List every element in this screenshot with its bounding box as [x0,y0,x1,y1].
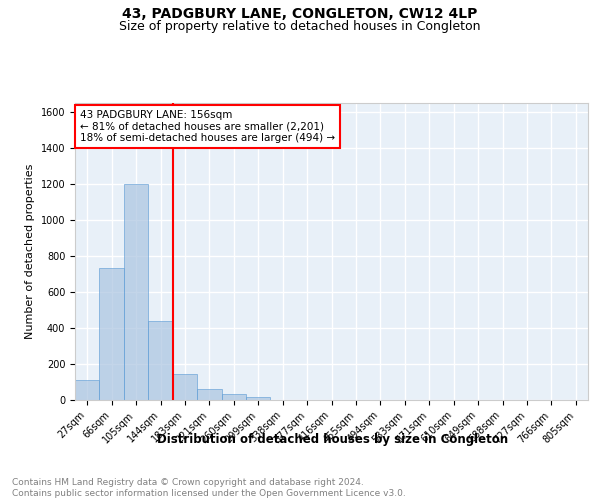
Text: 43, PADGBURY LANE, CONGLETON, CW12 4LP: 43, PADGBURY LANE, CONGLETON, CW12 4LP [122,8,478,22]
Bar [197,389,221,400]
Text: 43 PADGBURY LANE: 156sqm
← 81% of detached houses are smaller (2,201)
18% of sem: 43 PADGBURY LANE: 156sqm ← 81% of detach… [80,110,335,143]
Bar [75,380,100,400]
Bar [100,268,124,400]
Text: Size of property relative to detached houses in Congleton: Size of property relative to detached ho… [119,20,481,33]
Bar [221,394,246,400]
Bar [173,374,197,400]
Text: Distribution of detached houses by size in Congleton: Distribution of detached houses by size … [157,432,509,446]
Bar [246,397,271,400]
Y-axis label: Number of detached properties: Number of detached properties [25,164,35,339]
Bar [148,320,173,400]
Bar [124,184,148,400]
Text: Contains HM Land Registry data © Crown copyright and database right 2024.
Contai: Contains HM Land Registry data © Crown c… [12,478,406,498]
